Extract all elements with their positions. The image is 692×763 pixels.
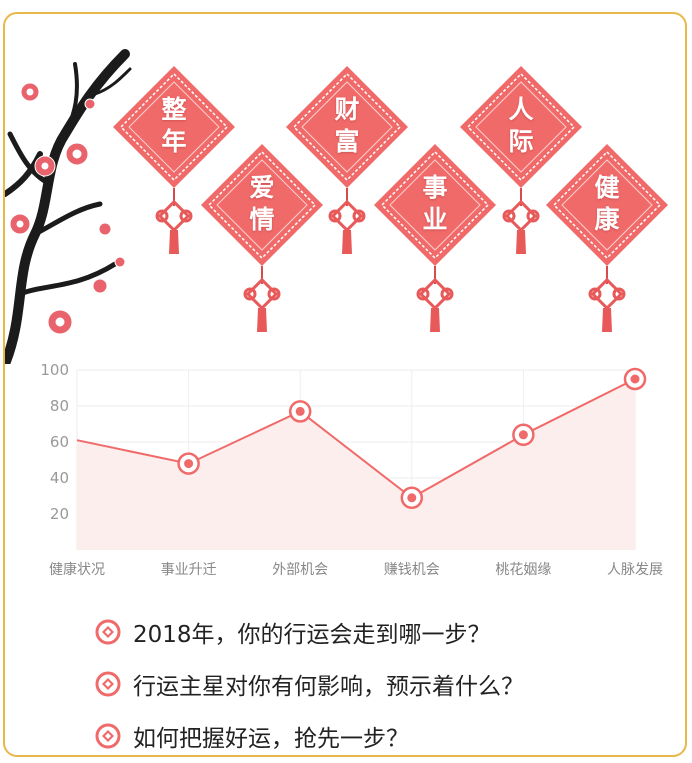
diamond-char-top: 财 [334,95,360,124]
plum-blossom-branch-icon [5,49,132,364]
y-tick-label: 20 [50,505,69,523]
card-frame: 整 年 爱 情 财 富 [3,12,687,757]
diamond-jiankang: 健 康 [544,142,670,372]
question-list: 2018年，你的行运会走到哪一步？ 行运主星对你有何影响，预示着什么？ 如何把握… [95,606,655,755]
x-tick-label: 外部机会 [272,562,328,578]
diamond-char-top: 人 [508,95,534,124]
y-tick-label: 40 [50,469,69,487]
chinese-knot-icon [416,277,454,311]
diamond-shiye: 事 业 [372,142,498,372]
x-tick-label: 事业升迁 [161,562,217,578]
series-area [77,379,635,550]
diamond-char-top: 爱 [249,173,275,202]
data-point-core [630,374,640,384]
x-tick-label: 赚钱机会 [384,562,440,578]
chinese-knot-icon [588,277,626,311]
chinese-knot-icon [502,199,540,233]
diamond-char-top: 健 [594,173,620,202]
x-tick-label: 人脉发展 [607,562,663,578]
y-tick-label: 60 [50,433,69,451]
question-text: 行运主星对你有何影响，预示着什么？ [133,674,524,700]
question-item: 2018年，你的行运会走到哪一步？ [95,606,655,658]
diamond-aiqing: 爱 情 [199,142,325,372]
diamond-char-top: 事 [422,173,448,202]
bullet-diamond-icon [95,619,121,645]
chinese-knot-icon [155,199,193,233]
question-item: 行运主星对你有何影响，预示着什么？ [95,658,655,710]
x-tick-label: 桃花姻缘 [495,562,551,578]
diamond-char-bottom: 业 [422,205,448,234]
bullet-diamond-icon [95,671,121,697]
diamond-renji: 人 际 [458,64,584,294]
diamond-caifu: 财 富 [284,64,410,294]
data-point-core [518,430,528,440]
data-point-core [184,459,194,469]
diamond-char-bottom: 情 [249,205,275,234]
diamond-char-bottom: 康 [594,205,620,234]
diamond-zhengnian: 整 年 [111,64,237,294]
diamond-char-top: 整 [161,95,187,124]
y-tick-label: 100 [40,361,69,379]
data-point-core [295,406,305,416]
chinese-knot-icon [243,277,281,311]
series-line [76,378,636,499]
question-text: 如何把握好运，抢先一步？ [133,726,409,752]
diamond-char-bottom: 年 [161,127,187,156]
fortune-line-chart: 100 80 60 40 20 健康状况 事业升迁 外部机会 赚钱机会 桃花姻缘 人脉发展 [40,361,663,578]
data-point-core [407,493,417,503]
question-item: 如何把握好运，抢先一步？ [95,710,655,755]
bullet-diamond-icon [95,723,121,749]
diamond-char-bottom: 际 [508,127,534,156]
x-tick-label: 健康状况 [49,561,105,578]
chinese-knot-icon [328,199,366,233]
question-text: 2018年，你的行运会走到哪一步？ [133,622,491,648]
diamond-char-bottom: 富 [334,127,360,156]
y-tick-label: 80 [50,397,69,415]
